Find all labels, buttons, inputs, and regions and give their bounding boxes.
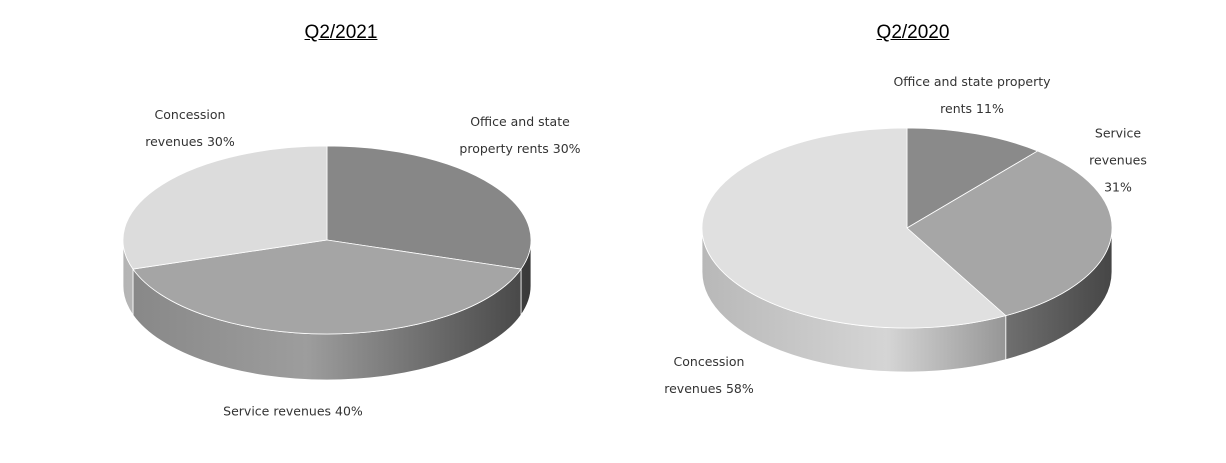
slice xyxy=(122,145,328,270)
pie-tops xyxy=(701,127,1113,329)
pie-tops xyxy=(122,145,532,335)
category-label: Service revenues xyxy=(223,403,332,419)
chart-title: Q2/2021 xyxy=(304,22,378,43)
slice xyxy=(906,150,1113,317)
category-label: Service revenues xyxy=(1089,125,1147,168)
category-label: Concession revenues xyxy=(145,107,226,149)
slice-label: Service revenues 31% xyxy=(1078,120,1158,201)
value-label: 30% xyxy=(206,134,235,149)
slice-label: Office and state property rents 11% xyxy=(892,68,1052,122)
slice-label: Concession revenues 30% xyxy=(135,101,245,155)
category-label: Concession revenues xyxy=(664,354,745,396)
chart-title: Q2/2020 xyxy=(876,22,950,43)
value-label: 58% xyxy=(725,381,754,396)
slice xyxy=(326,145,532,270)
slice-label: Concession revenues 58% xyxy=(659,348,759,402)
value-label: 30% xyxy=(552,141,581,156)
slice xyxy=(701,127,1007,329)
category-label: Office and state property rents xyxy=(459,114,570,156)
slice-label: Office and state property rents 30% xyxy=(450,108,590,162)
slice xyxy=(132,239,522,335)
value-label: 40% xyxy=(335,403,363,419)
value-label: 31% xyxy=(1104,179,1132,195)
slice-label: Service revenues 40% xyxy=(218,398,368,425)
value-label: 11% xyxy=(976,101,1004,116)
slice xyxy=(906,127,1039,229)
category-label: Office and state property rents xyxy=(893,74,1051,116)
